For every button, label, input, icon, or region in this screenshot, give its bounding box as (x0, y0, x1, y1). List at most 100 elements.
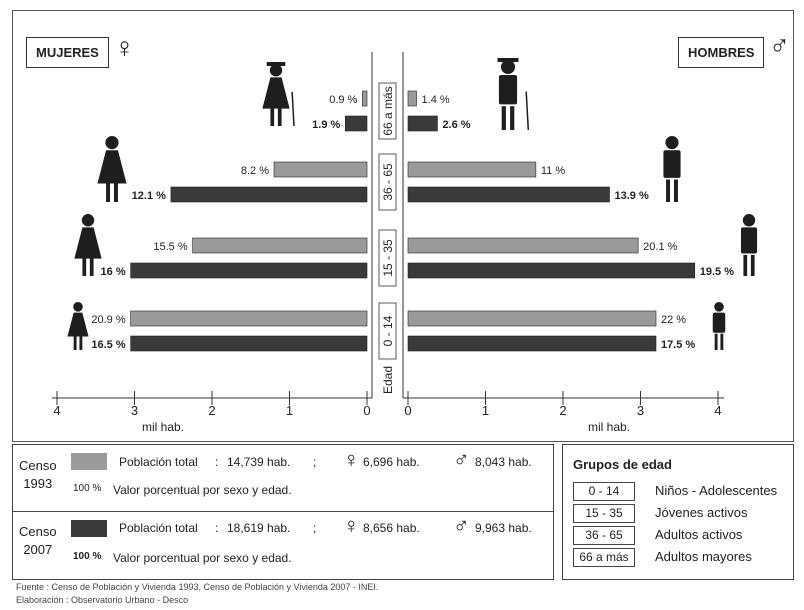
women-tag: MUJERES (26, 37, 109, 68)
adult-woman-icon (97, 136, 127, 202)
age-axis-label: Edad (381, 366, 395, 394)
bar-women-1993-0 (362, 90, 368, 107)
bar-label-men-1993-2: 20.1 % (643, 241, 677, 253)
female-symbol-icon: ♀ (114, 32, 135, 63)
male-symbol-icon: ♂ (769, 30, 790, 61)
age-label-2: 15 - 35 (381, 239, 395, 277)
bar-label-women-1993-3: 20.9 % (91, 314, 125, 326)
bar-label-men-1993-1: 11 % (541, 165, 565, 177)
census-1993-row: Censo 1993 Población total : 14,739 hab.… (13, 445, 553, 512)
women-total-1993: 6,696 hab. (363, 455, 420, 469)
bar-label-men-2007-3: 17.5 % (661, 339, 695, 351)
separator-1993: ; (313, 455, 317, 469)
bar-label-women-2007-2: 16 % (101, 266, 126, 278)
colon-1993: : (215, 455, 219, 469)
pct-sample-1993: 100 % (73, 483, 102, 494)
pct-text-2007: Valor porcentual por sexo y edad. (113, 551, 292, 565)
group-name-2: Adultos activos (655, 527, 743, 542)
bar-label-men-2007-0: 2.6 % (442, 119, 470, 131)
bar-label-men-2007-1: 13.9 % (615, 190, 649, 202)
men-total-2007: 9,963 hab. (475, 521, 532, 535)
age-box-1 (378, 153, 397, 211)
elderly-man-icon (497, 58, 530, 131)
age-label-3: 0 - 14 (381, 315, 395, 346)
census-legend: Censo 1993 Población total : 14,739 hab.… (12, 444, 554, 580)
bar-label-women-1993-0: 0.9 % (329, 94, 357, 106)
group-name-0: Niños - Adolescentes (655, 483, 778, 498)
young-woman-icon (74, 214, 102, 276)
pop-total-1993: 14,739 hab. (227, 455, 291, 469)
bar-women-1993-1 (273, 161, 368, 178)
census-1993-label: Censo 1993 (19, 458, 57, 491)
census-2007-row: Censo 2007 Población total : 18,619 hab.… (13, 511, 553, 579)
bar-label-women-2007-0: 1.9 % (312, 119, 340, 131)
tick-label-left-4: 0 (363, 403, 370, 418)
bar-label-men-1993-0: 1.4 % (422, 94, 450, 106)
boy-icon (712, 302, 726, 350)
bar-women-2007-0 (344, 115, 368, 132)
bar-men-1993-2 (407, 237, 639, 254)
tick-label-right-1: 1 (482, 403, 489, 418)
bar-women-2007-2 (130, 262, 368, 279)
bar-men-1993-3 (407, 310, 657, 327)
age-box-3 (378, 302, 397, 360)
young-man-icon (740, 214, 758, 276)
tick-label-left-2: 2 (208, 403, 215, 418)
male-symbol-icon: ♂ (453, 513, 470, 538)
swatch-1993 (71, 453, 107, 470)
swatch-2007 (71, 520, 107, 537)
bar-label-men-2007-2: 19.5 % (700, 266, 734, 278)
bar-label-women-1993-2: 15.5 % (153, 241, 187, 253)
male-symbol-icon: ♂ (453, 447, 470, 472)
age-box-0 (378, 82, 397, 140)
group-name-3: Adultos mayores (655, 549, 752, 564)
tick-label-left-0: 4 (53, 403, 60, 418)
age-groups-legend: Grupos de edad 0 - 14 Niños - Adolescent… (562, 444, 794, 580)
bar-men-2007-1 (407, 186, 610, 203)
credit-line: Elaboración : Observatorio Urbano - Desc… (16, 595, 189, 605)
bar-women-2007-1 (170, 186, 368, 203)
age-label-0: 66 a más (381, 86, 395, 135)
pct-text-1993: Valor porcentual por sexo y edad. (113, 483, 292, 497)
census-2007-label: Censo 2007 (19, 524, 57, 557)
elderly-woman-icon (262, 62, 295, 127)
age-groups-title: Grupos de edad (573, 457, 672, 472)
population-pyramid-chart: 0.9 % 8.2 % 15.5 % 20.9 % 1.9 % 12.1 % 16 % 16.… (52, 52, 758, 418)
pop-total-2007: 18,619 hab. (227, 521, 291, 535)
group-range-0: 0 - 14 (573, 482, 635, 501)
pop-label-2007: Población total (119, 521, 198, 535)
bar-label-women-2007-3: 16.5 % (91, 339, 125, 351)
men-total-1993: 8,043 hab. (475, 455, 532, 469)
group-range-2: 36 - 65 (573, 526, 635, 545)
women-total-2007: 8,656 hab. (363, 521, 420, 535)
female-symbol-icon: ♀ (343, 447, 360, 472)
bar-women-2007-3 (130, 335, 368, 352)
group-range-3: 66 a más (573, 548, 635, 567)
pct-sample-2007: 100 % (73, 551, 102, 562)
bar-label-women-2007-1: 12.1 % (132, 190, 166, 202)
bar-men-1993-1 (407, 161, 537, 178)
tick-label-left-3: 1 (286, 403, 293, 418)
bar-women-1993-3 (130, 310, 368, 327)
group-range-1: 15 - 35 (573, 504, 635, 523)
bar-women-1993-2 (192, 237, 368, 254)
tick-label-right-0: 0 (404, 403, 411, 418)
men-label: HOMBRES (688, 45, 755, 60)
women-label: MUJERES (36, 45, 99, 60)
bar-men-2007-0 (407, 115, 438, 132)
bar-men-2007-3 (407, 335, 657, 352)
bar-label-men-1993-3: 22 % (661, 314, 686, 326)
men-tag: HOMBRES (678, 37, 765, 68)
separator-2007: ; (313, 521, 317, 535)
pop-label-1993: Población total (119, 455, 198, 469)
tick-label-left-1: 3 (131, 403, 138, 418)
bar-men-1993-0 (407, 90, 417, 107)
colon-2007: : (215, 521, 219, 535)
adult-man-icon (663, 136, 681, 202)
unit-right: mil hab. (588, 420, 631, 434)
age-label-1: 36 - 65 (381, 163, 395, 201)
girl-icon (67, 302, 89, 350)
unit-left: mil hab. (142, 420, 185, 434)
bar-label-women-1993-1: 8.2 % (241, 165, 269, 177)
tick-label-right-3: 3 (637, 403, 644, 418)
